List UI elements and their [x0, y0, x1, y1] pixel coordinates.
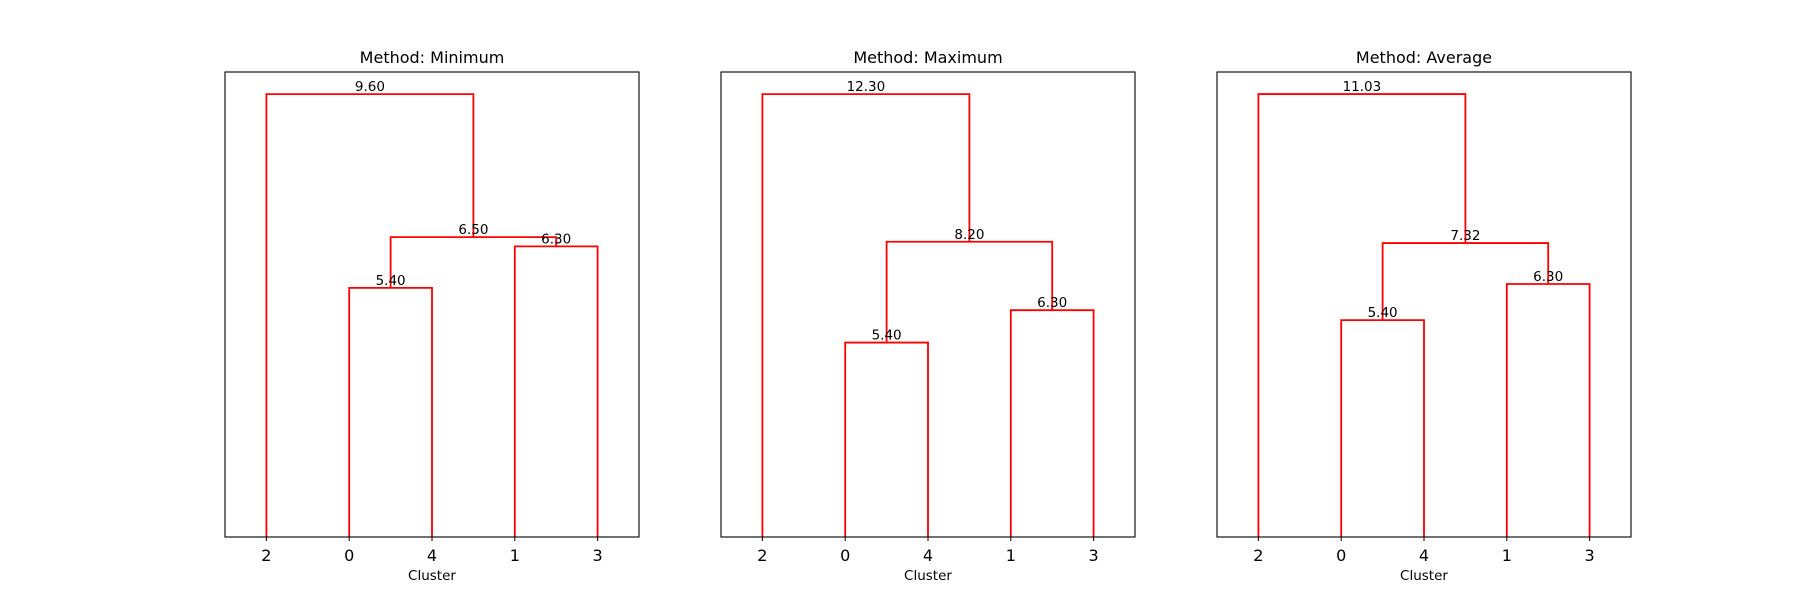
- x-tick-label: 2: [757, 546, 767, 565]
- x-axis-label: Cluster: [1400, 568, 1448, 584]
- x-tick-label: 3: [593, 546, 603, 565]
- dendrogram-link: [1505, 283, 1591, 537]
- merge-labels: 5.40 6.30 6.50 9.60: [355, 79, 571, 289]
- dendrogram-links: [1257, 93, 1591, 537]
- x-tick-labels: 2 0 4 1 3: [261, 537, 603, 565]
- merge-height-label: 6.30: [1037, 295, 1067, 311]
- merge-height-label: 5.40: [872, 328, 902, 344]
- panel-title: Method: Maximum: [853, 48, 1002, 67]
- merge-labels: 5.40 6.30 8.20 12.30: [847, 79, 1068, 343]
- merge-height-label: 5.40: [1368, 305, 1398, 321]
- dendrogram-link: [885, 240, 1054, 343]
- x-tick-label: 3: [1089, 546, 1099, 565]
- x-tick-label: 0: [840, 546, 850, 565]
- dendrogram-link: [844, 341, 929, 537]
- dendrogram-link: [1257, 93, 1467, 537]
- x-tick-label: 1: [1502, 546, 1512, 565]
- x-tick-label: 0: [344, 546, 354, 565]
- merge-height-label: 8.20: [954, 227, 984, 243]
- panel-title: Method: Minimum: [360, 48, 505, 67]
- x-tick-label: 1: [510, 546, 520, 565]
- panel-title: Method: Average: [1356, 48, 1492, 67]
- x-tick-label: 2: [1253, 546, 1263, 565]
- x-tick-label: 4: [923, 546, 933, 565]
- x-tick-label: 0: [1336, 546, 1346, 565]
- x-tick-label: 4: [1419, 546, 1429, 565]
- panel-minimum: Method: Minimum 5.40 6.30 6.50 9.60 2 0 4 1 3 C…: [224, 48, 640, 584]
- x-axis-label: Cluster: [408, 568, 456, 584]
- merge-height-label: 7.32: [1450, 228, 1480, 244]
- x-tick-labels: 2 0 4 1 3: [1253, 537, 1595, 565]
- x-tick-label: 4: [427, 546, 437, 565]
- dendrogram-link: [348, 286, 433, 537]
- merge-labels: 5.40 6.30 7.32 11.03: [1343, 79, 1564, 321]
- merge-height-label: 12.30: [847, 79, 886, 95]
- dendrogram-link: [761, 93, 971, 537]
- x-tick-label: 1: [1006, 546, 1016, 565]
- merge-height-label: 9.60: [355, 79, 385, 95]
- dendrogram-link: [1340, 319, 1425, 537]
- dendrogram-link: [1009, 309, 1095, 537]
- merge-height-label: 11.03: [1343, 79, 1382, 95]
- merge-height-label: 5.40: [376, 273, 406, 289]
- x-tick-label: 2: [261, 546, 271, 565]
- x-axis-label: Cluster: [904, 568, 952, 584]
- merge-height-label: 6.30: [541, 231, 571, 247]
- x-tick-label: 3: [1585, 546, 1595, 565]
- dendrogram-link: [265, 93, 475, 537]
- merge-height-label: 6.30: [1533, 269, 1563, 285]
- x-tick-labels: 2 0 4 1 3: [757, 537, 1099, 565]
- dendrogram-links: [761, 93, 1095, 537]
- merge-height-label: 6.50: [458, 222, 488, 238]
- dendrogram-links: [265, 93, 599, 537]
- dendrogram-link: [389, 236, 558, 288]
